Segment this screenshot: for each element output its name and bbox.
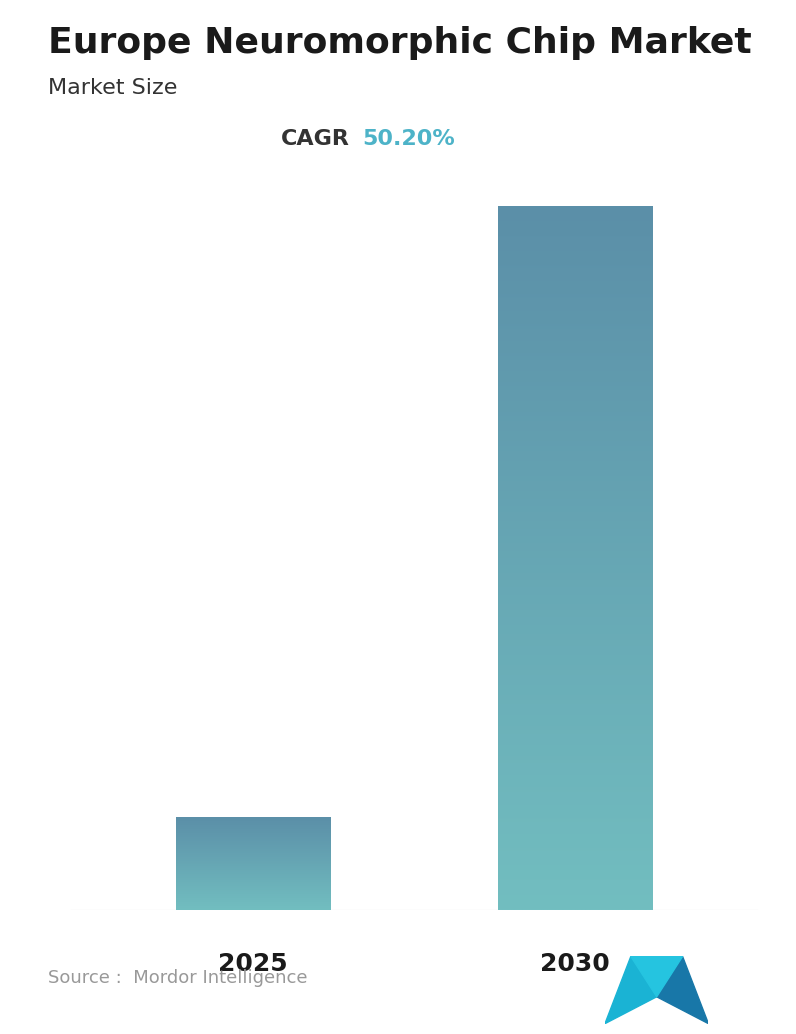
Text: 2025: 2025 bbox=[218, 952, 287, 976]
Polygon shape bbox=[631, 956, 683, 997]
Polygon shape bbox=[605, 956, 657, 1024]
Polygon shape bbox=[657, 956, 708, 1024]
Text: 2030: 2030 bbox=[540, 952, 610, 976]
Text: Source :  Mordor Intelligence: Source : Mordor Intelligence bbox=[48, 970, 307, 987]
Text: Europe Neuromorphic Chip Market: Europe Neuromorphic Chip Market bbox=[48, 26, 751, 60]
Text: 50.20%: 50.20% bbox=[362, 129, 455, 149]
Text: CAGR: CAGR bbox=[281, 129, 350, 149]
Text: Market Size: Market Size bbox=[48, 78, 178, 97]
